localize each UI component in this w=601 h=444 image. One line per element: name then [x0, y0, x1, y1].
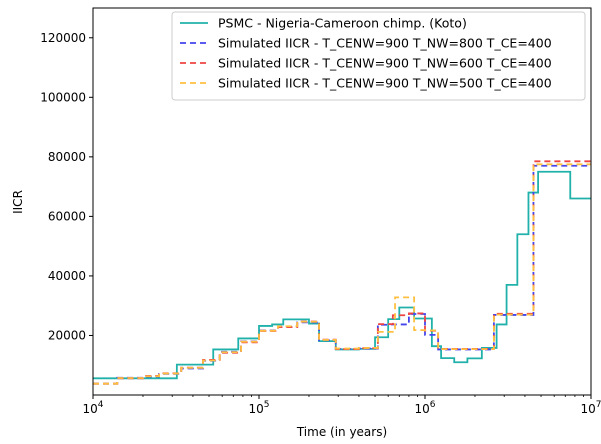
- legend-label-4: Simulated IICR - T_CENW=900 T_NW=500 T_C…: [218, 76, 552, 91]
- y-axis-ticks: 20000 40000 60000 80000 100000 120000: [40, 31, 93, 342]
- series-layer: [93, 160, 591, 385]
- legend-label-2: Simulated IICR - T_CENW=900 T_NW=800 T_C…: [218, 36, 552, 51]
- legend-label-1: PSMC - Nigeria-Cameroon chimp. (Koto): [218, 16, 467, 31]
- x-axis-label: Time (in years): [296, 425, 387, 439]
- y-tick-label: 20000: [48, 328, 86, 342]
- series-line-1: [93, 170, 591, 380]
- x-axis-ticks: 104 105 106 107: [82, 395, 601, 416]
- plot-frame: [92, 7, 592, 396]
- x-tick-label: 105: [248, 400, 269, 416]
- x-tick-label: 104: [82, 400, 103, 416]
- y-tick-label: 80000: [48, 150, 86, 164]
- x-tick-label: 107: [580, 400, 601, 416]
- y-axis-label: IICR: [11, 190, 25, 214]
- y-tick-label: 40000: [48, 269, 86, 283]
- legend: PSMC - Nigeria-Cameroon chimp. (Koto) Sim…: [171, 11, 586, 101]
- legend-label-3: Simulated IICR - T_CENW=900 T_NW=600 T_C…: [218, 56, 552, 71]
- y-tick-label: 100000: [40, 90, 86, 104]
- legend-box: [171, 11, 586, 101]
- y-tick-label: 60000: [48, 209, 86, 223]
- y-tick-label: 120000: [40, 31, 86, 45]
- x-tick-label: 106: [414, 400, 435, 416]
